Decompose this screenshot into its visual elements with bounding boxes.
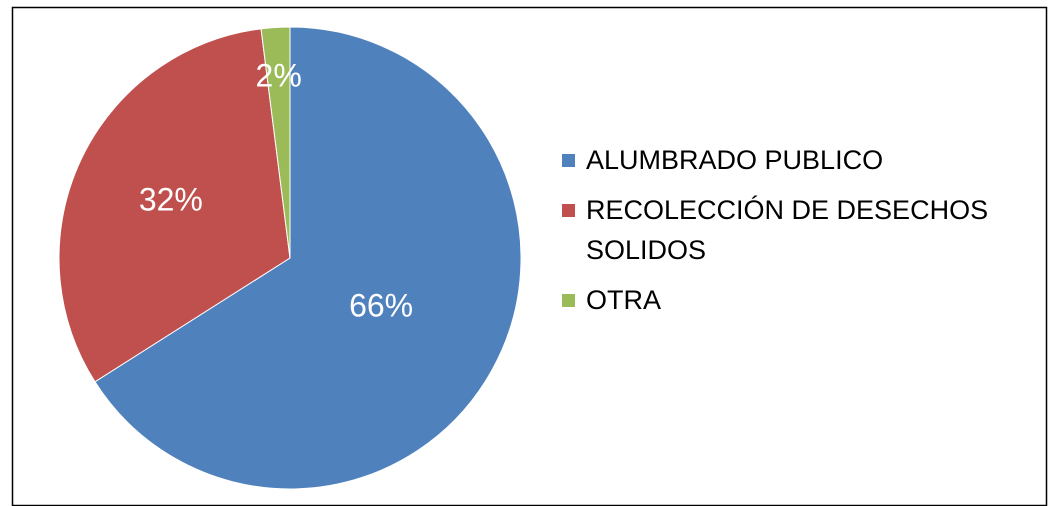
legend-label: ALUMBRADO PUBLICO [586, 145, 884, 175]
legend-entry: RECOLECCIÓN DE DESECHOS SOLIDOS [562, 190, 1042, 270]
pie-slice [58, 28, 291, 383]
legend: ALUMBRADO PUBLICO RECOLECCIÓN DE DESECHOS… [562, 140, 1042, 330]
data-label: 2% [256, 58, 302, 94]
legend-label: OTRA [586, 285, 662, 315]
legend-entry: OTRA [562, 280, 1042, 320]
data-label: 66% [349, 288, 413, 324]
data-label: 32% [139, 181, 203, 217]
legend-swatch [562, 204, 575, 217]
pie-slice [94, 26, 522, 490]
legend-swatch [562, 154, 575, 167]
pie-slice [260, 26, 291, 259]
legend-entry: ALUMBRADO PUBLICO [562, 140, 1042, 180]
legend-swatch [562, 294, 575, 307]
legend-label: RECOLECCIÓN DE DESECHOS SOLIDOS [586, 195, 989, 265]
